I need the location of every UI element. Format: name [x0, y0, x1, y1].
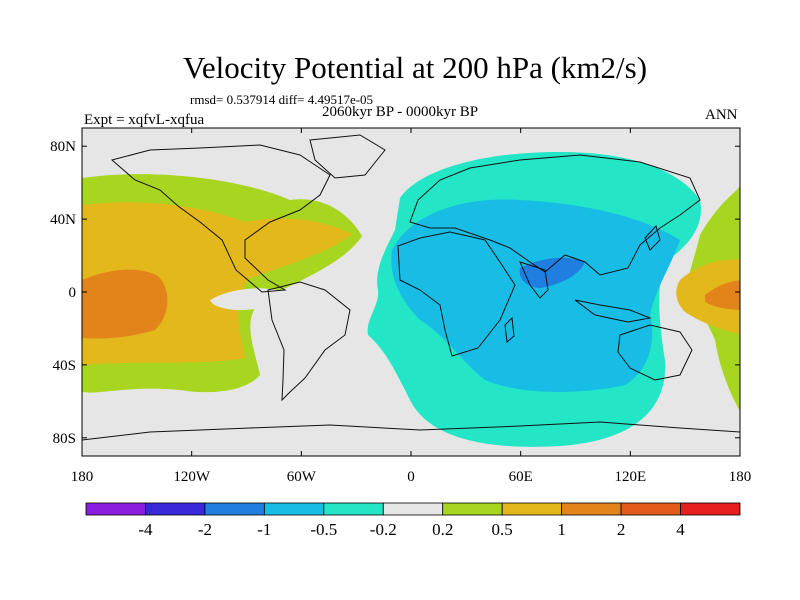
contour-india-min: [519, 257, 585, 288]
colorbar-label: 4: [676, 520, 685, 539]
coastlines: [82, 134, 740, 441]
coast-africa: [397, 231, 516, 357]
colorbar-label: 1: [557, 520, 566, 539]
coast-north-america: [110, 144, 331, 293]
contour-negative-core: [391, 199, 680, 392]
colorbar-swatch: [620, 502, 681, 516]
x-tick-label: 180: [729, 469, 752, 485]
y-tick-label: 0: [69, 285, 77, 301]
colorbar: -4 -2 -1 -0.5 -0.2 0.2 0.5 1 2 4: [85, 502, 741, 539]
axis-ticks: 180 120W 60W 0 60E 120E 180 80N 40N 0 40S 80S: [50, 128, 751, 485]
x-tick-label: 120E: [614, 469, 646, 485]
season-label: ANN: [705, 107, 738, 123]
coast-greenland: [309, 134, 386, 179]
experiment-label: Expt = xqfvL-xqfua: [84, 112, 205, 128]
colorbar-label: -1: [257, 520, 271, 539]
colorbar-label: -0.5: [310, 520, 337, 539]
x-tick-label: 120W: [173, 469, 211, 485]
colorbar-swatch: [263, 502, 325, 516]
colorbar-swatch: [442, 502, 503, 516]
colorbar-label: -4: [138, 520, 153, 539]
chart-title: Velocity Potential at 200 hPa (km2/s): [182, 50, 648, 85]
x-tick-label: 60E: [509, 469, 533, 485]
coast-antarctica: [82, 421, 740, 441]
y-tick-label: 40S: [53, 358, 76, 374]
x-tick-label: 180: [71, 469, 94, 485]
y-tick-label: 80S: [53, 431, 76, 447]
contour-fill-layer: [82, 128, 740, 456]
colorbar-label: 0.5: [492, 520, 513, 539]
y-tick-label: 80N: [50, 139, 76, 155]
coast-australia: [617, 324, 693, 381]
y-tick-label: 40N: [50, 212, 76, 228]
coast-india: [519, 261, 549, 299]
contour-neutral-pocket: [210, 288, 285, 310]
contour-pacific-max: [82, 269, 168, 339]
coast-japan: [644, 225, 661, 251]
colorbar-swatch: [561, 502, 622, 516]
colorbar-label: 0.2: [432, 520, 453, 539]
stats-line: rmsd= 0.537914 diff= 4.49517e-05: [190, 92, 374, 107]
coast-indonesia: [574, 299, 652, 323]
colorbar-swatch: [680, 502, 741, 516]
colorbar-swatch: [382, 502, 444, 516]
coast-madagascar: [504, 316, 515, 343]
coast-south-america: [267, 281, 351, 402]
colorbar-swatch: [85, 502, 146, 516]
colorbar-label: -2: [198, 520, 212, 539]
colorbar-swatch: [204, 502, 265, 516]
colorbar-swatch: [323, 502, 384, 516]
colorbar-swatch: [501, 502, 563, 516]
x-tick-label: 60W: [287, 469, 317, 485]
x-tick-label: 0: [407, 469, 415, 485]
colorbar-label: -0.2: [370, 520, 397, 539]
contour-westpac-max: [705, 280, 740, 310]
coast-eurasia: [409, 154, 701, 276]
colorbar-swatch: [145, 502, 206, 516]
period-label: 2060kyr BP - 0000kyr BP: [322, 104, 479, 120]
colorbar-label: 2: [617, 520, 626, 539]
